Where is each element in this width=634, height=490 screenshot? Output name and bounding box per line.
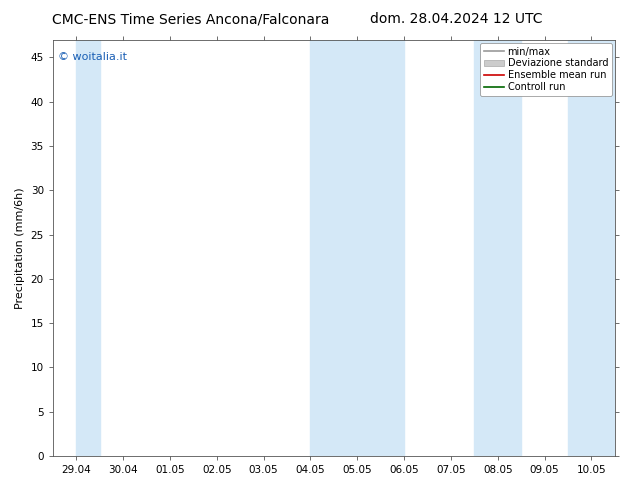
- Bar: [474, 40, 521, 456]
- Bar: [76, 40, 100, 456]
- Text: © woitalia.it: © woitalia.it: [58, 52, 127, 62]
- Legend: min/max, Deviazione standard, Ensemble mean run, Controll run: min/max, Deviazione standard, Ensemble m…: [481, 43, 612, 96]
- Text: CMC-ENS Time Series Ancona/Falconara: CMC-ENS Time Series Ancona/Falconara: [51, 12, 329, 26]
- Bar: [311, 40, 404, 456]
- Text: dom. 28.04.2024 12 UTC: dom. 28.04.2024 12 UTC: [370, 12, 543, 26]
- Y-axis label: Precipitation (mm/6h): Precipitation (mm/6h): [15, 187, 25, 309]
- Bar: [568, 40, 634, 456]
